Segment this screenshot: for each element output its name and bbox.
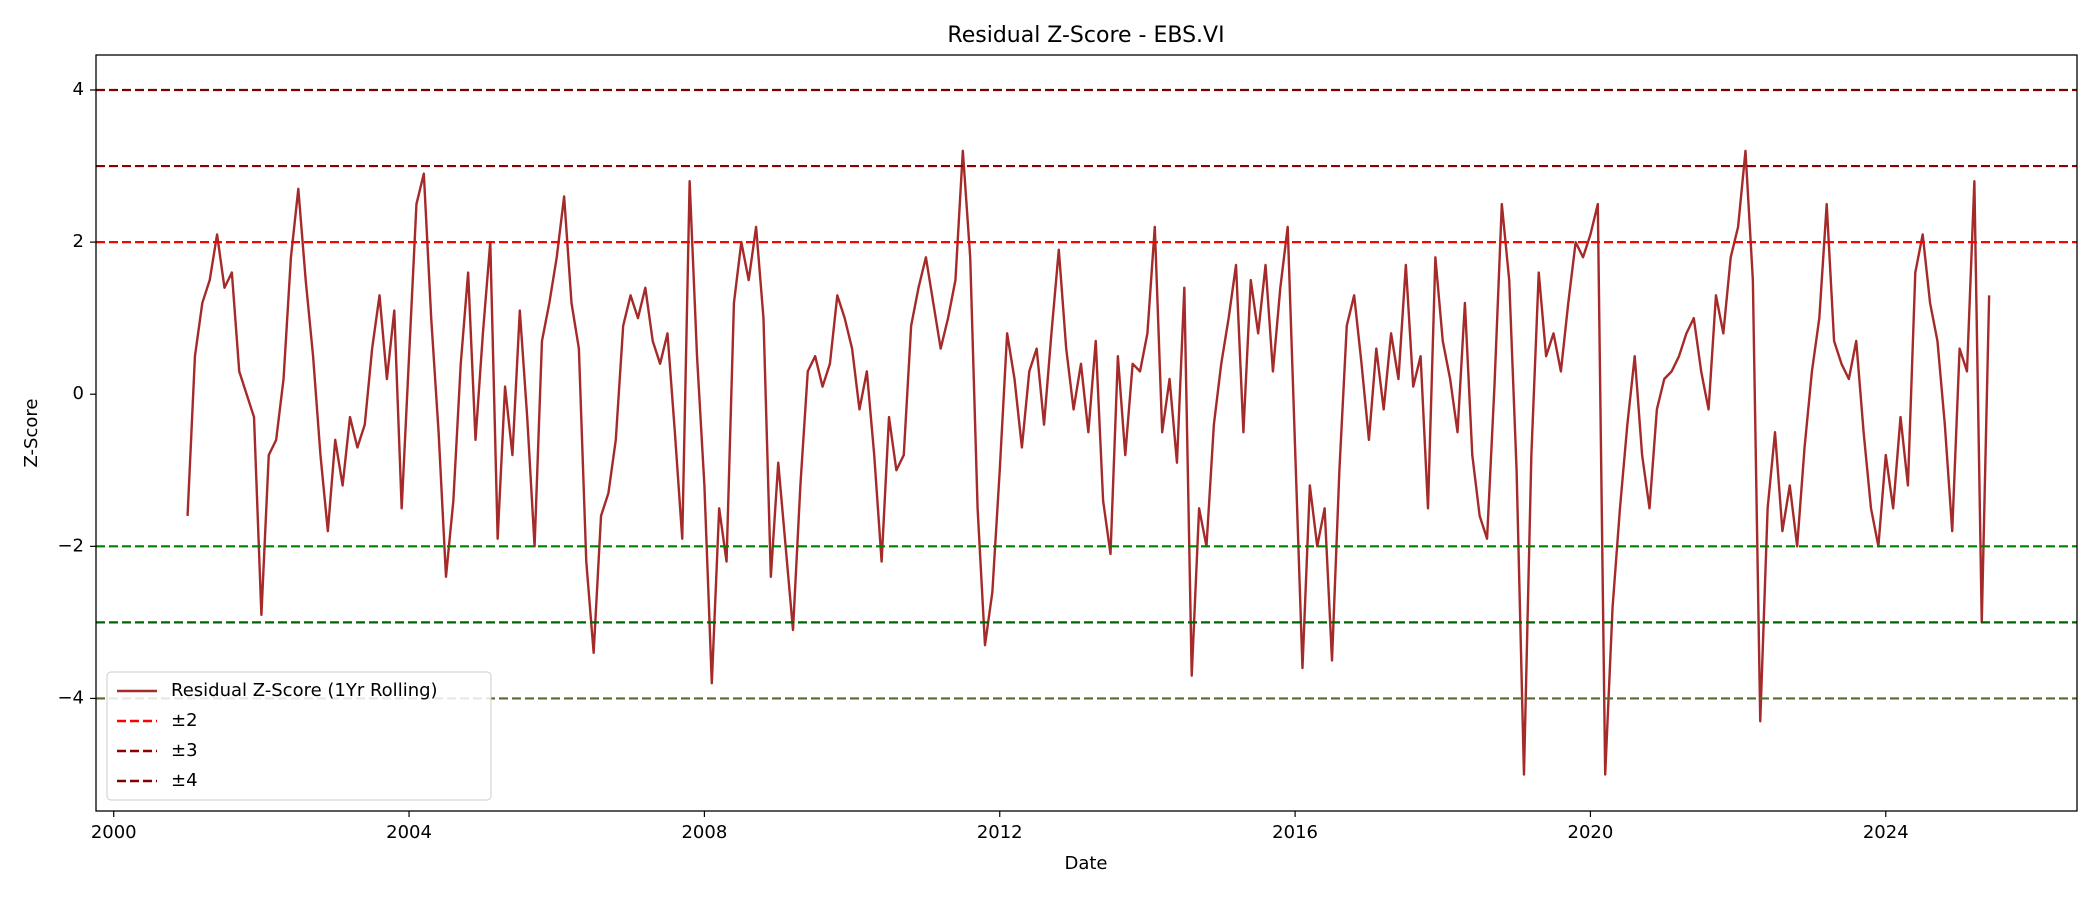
y-tick-label: 0	[73, 383, 84, 404]
y-tick-label: −2	[57, 535, 84, 556]
legend-label: ±4	[171, 770, 198, 791]
x-tick-label: 2008	[681, 822, 727, 843]
y-axis-label: Z-Score	[21, 399, 42, 468]
plot-frame	[95, 54, 2078, 812]
x-tick-label: 2000	[91, 822, 137, 843]
legend-label: Residual Z-Score (1Yr Rolling)	[171, 680, 438, 701]
y-tick-label: −4	[57, 687, 84, 708]
legend-box	[106, 671, 492, 801]
y-tick-label: 2	[73, 231, 84, 252]
x-axis-label: Date	[1064, 853, 1107, 874]
chart-title: Residual Z-Score - EBS.VI	[947, 23, 1224, 48]
x-tick-label: 2004	[386, 822, 432, 843]
y-tick-label: 4	[73, 79, 84, 100]
data-line	[186, 149, 1991, 776]
legend-label: ±2	[171, 710, 198, 731]
legend-label: ±3	[171, 740, 198, 761]
x-tick-label: 2020	[1568, 822, 1614, 843]
x-tick-label: 2024	[1863, 822, 1909, 843]
x-tick-label: 2016	[1272, 822, 1318, 843]
x-tick-label: 2012	[977, 822, 1023, 843]
